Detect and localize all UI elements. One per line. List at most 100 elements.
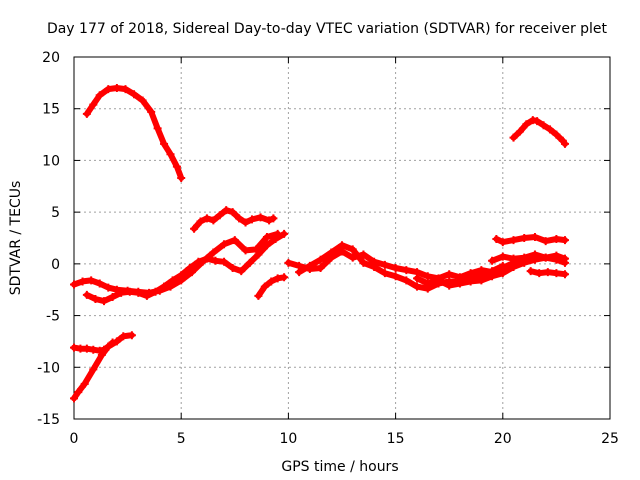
data-point-marker [70,280,78,289]
data-point-marker [237,267,246,276]
data-point-marker [172,162,181,171]
data-point-marker [117,288,126,297]
data-point-marker [535,269,544,278]
data-point-marker [119,332,128,341]
data-point-marker [230,236,239,245]
series-arc-b [509,116,569,148]
series-line [71,332,135,402]
data-point-marker [262,241,271,250]
data-point-marker [488,272,497,281]
data-point-marker [380,269,389,278]
data-point-marker [530,250,539,259]
data-point-marker [78,277,87,286]
data-point-marker [545,125,554,134]
data-point-marker [271,235,280,244]
data-point-marker [228,208,237,217]
data-point-marker [284,258,293,267]
data-point-marker [305,261,314,270]
series-arc-h [254,273,289,300]
data-point-marker [209,216,218,225]
data-point-marker [196,217,205,226]
data-point-marker [134,288,143,297]
data-point-marker [177,174,186,183]
data-point-marker [252,245,261,254]
data-point-marker [177,271,186,280]
y-tick-label: 15 [42,102,60,118]
series-line [83,85,185,181]
data-point-marker [74,388,83,397]
data-point-marker [533,117,542,126]
data-point-marker [498,238,507,247]
data-point-marker [70,394,78,403]
data-point-marker [520,234,529,242]
y-axis-label: SDTVAR / TECUs [8,181,24,296]
data-point-marker [552,235,561,244]
data-point-marker [541,253,550,262]
data-point-marker [295,268,304,277]
data-point-marker [359,258,368,267]
data-point-marker [256,213,265,222]
data-point-marker [235,214,244,223]
data-point-marker [121,85,130,94]
data-point-marker [108,292,117,301]
data-point-marker [202,254,211,263]
series-arc-c [190,206,278,233]
data-point-marker [552,130,561,139]
data-point-marker [104,283,113,292]
data-point-marker [509,133,518,142]
data-point-marker [560,139,569,148]
data-point-marker [380,260,389,269]
data-point-marker [280,273,289,282]
data-point-marker [466,277,475,286]
series-arc-n [526,267,569,279]
data-point-marker [254,250,263,259]
data-point-marker [108,338,117,347]
data-point-marker [262,232,271,241]
data-point-marker [194,257,203,266]
data-point-marker [269,214,278,223]
data-point-marker [70,343,78,352]
data-point-marker [280,229,289,238]
data-point-marker [423,272,432,281]
data-point-marker [520,253,529,262]
data-point-marker [273,274,282,283]
data-point-marker [316,263,325,272]
chart-title: Day 177 of 2018, Sidereal Day-to-day VTE… [47,21,608,37]
series-arc-m [488,250,569,265]
data-point-marker [498,261,507,270]
data-point-marker [552,251,561,260]
data-point-marker [220,240,229,249]
data-point-marker [528,116,537,125]
data-point-marker [241,218,250,227]
data-point-marker [202,214,211,223]
data-point-marker [95,279,104,288]
data-point-marker [147,107,156,116]
series-arc-d [70,331,136,403]
data-point-marker [348,245,357,254]
y-tick-label: 5 [51,205,60,221]
data-point-marker [413,282,422,291]
data-point-marker [391,263,400,272]
data-point-marker [327,248,336,257]
data-point-marker [526,267,535,276]
x-axis-label: GPS time / hours [281,459,398,475]
data-point-marker [89,345,98,354]
data-point-marker [515,127,524,136]
data-point-marker [241,246,250,255]
y-tick-label: 10 [42,153,60,169]
data-point-marker [402,266,411,275]
data-point-marker [190,224,199,233]
data-point-marker [560,254,569,263]
data-point-marker [560,270,569,279]
data-point-marker [104,85,113,94]
data-point-marker [168,276,177,285]
data-point-marker [267,277,276,286]
series-arc-g [82,229,289,306]
series-arc-l [492,232,569,247]
series-arc-a [82,84,186,183]
data-point-marker [541,237,550,246]
data-point-marker [522,120,531,129]
data-point-marker [370,262,379,271]
data-point-marker [539,121,548,130]
data-point-marker [498,269,507,278]
